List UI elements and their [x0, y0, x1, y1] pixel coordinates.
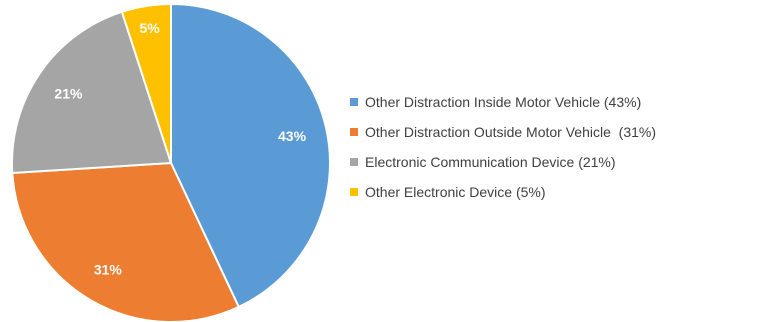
legend-item-inside-vehicle: Other Distraction Inside Motor Vehicle (… — [350, 93, 656, 111]
legend-label-other-electronic: Other Electronic Device (5%) — [365, 184, 546, 200]
pie-data-label-outside-vehicle: 31% — [94, 262, 123, 278]
legend-swatch-other-electronic — [350, 188, 358, 196]
chart-legend: Other Distraction Inside Motor Vehicle (… — [350, 93, 656, 213]
pie-plot-area: 43% 31% 21% 5% — [11, 2, 331, 322]
pie-slice-other-electronic — [120, 2, 172, 164]
legend-label-electronic-communication: Electronic Communication Device (21%) — [365, 154, 616, 170]
legend-item-electronic-communication: Electronic Communication Device (21%) — [350, 153, 656, 171]
legend-swatch-outside-vehicle — [350, 128, 358, 136]
legend-label-inside-vehicle: Other Distraction Inside Motor Vehicle (… — [365, 94, 642, 110]
legend-label-outside-vehicle: Other Distraction Outside Motor Vehicle … — [365, 124, 657, 140]
legend-swatch-electronic-communication — [350, 158, 358, 166]
pie-data-label-inside-vehicle: 43% — [278, 128, 307, 144]
pie-data-label-other-electronic: 5% — [139, 20, 160, 36]
pie-slice-inside-vehicle — [170, 2, 331, 309]
pie-data-label-electronic-communication: 21% — [54, 85, 83, 101]
legend-swatch-inside-vehicle — [350, 98, 358, 106]
legend-item-other-electronic: Other Electronic Device (5%) — [350, 183, 656, 201]
legend-item-outside-vehicle: Other Distraction Outside Motor Vehicle … — [350, 123, 656, 141]
pie-slice-electronic-communication — [11, 10, 173, 175]
pie-slice-outside-vehicle — [11, 161, 241, 322]
